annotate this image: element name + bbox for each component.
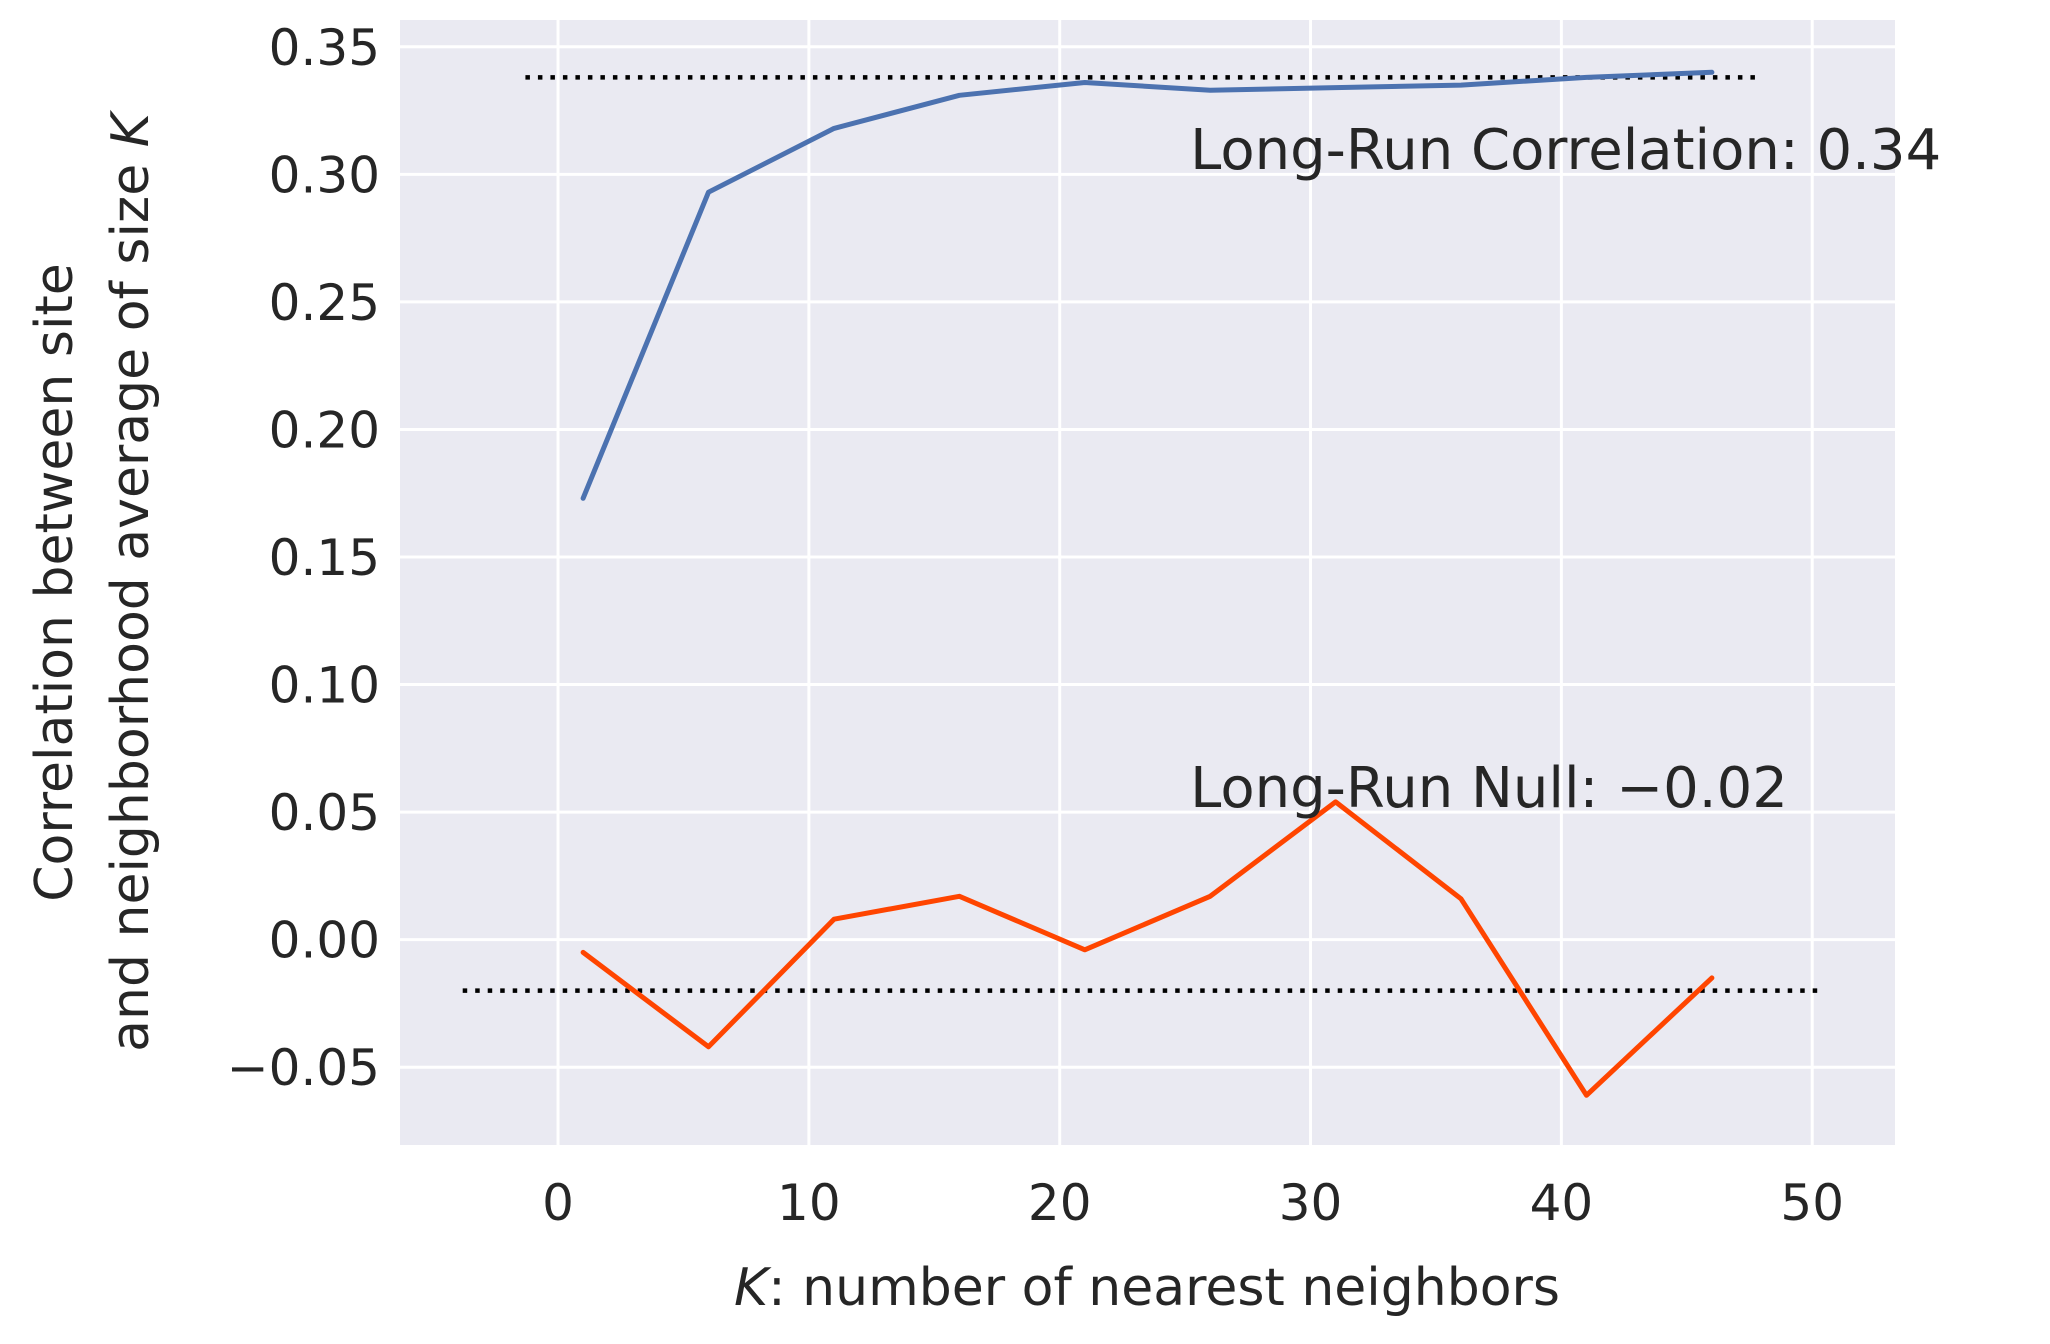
grid-lines [400, 20, 1895, 1145]
annotation-1: Long-Run Correlation: 0.34 [1190, 118, 1941, 183]
x-tick-labels: 0 10 20 30 40 50 [542, 1174, 1844, 1232]
y-axis-label-line-2: and neighborhood average of size K [101, 109, 161, 1052]
x-axis-label-text: : number of nearest neighbors [768, 1258, 1560, 1318]
x-tick-label: 50 [1780, 1174, 1844, 1232]
x-axis-label: K: number of nearest neighbors [734, 1258, 1560, 1318]
y-tick-labels: −0.05 0.00 0.05 0.10 0.15 0.20 0.25 0.30 0.35 [227, 19, 380, 1097]
y-tick-label: 0.30 [269, 146, 380, 204]
series-lines [580, 69, 1715, 1098]
plot-area [400, 20, 1895, 1145]
annotation-2: Long-Run Null: −0.02 [1190, 756, 1788, 821]
x-tick-label: 0 [542, 1174, 574, 1232]
x-tick-label: 20 [1028, 1174, 1092, 1232]
y-tick-label: 0.35 [269, 19, 380, 77]
annotations: Long-Run Correlation: 0.34 Long-Run Null:… [1190, 118, 1941, 821]
y-axis-label-text: and neighborhood average of size [101, 147, 161, 1052]
series-line-2 [580, 799, 1715, 1098]
y-tick-label: 0.10 [269, 657, 380, 715]
y-tick-label: 0.20 [269, 401, 380, 459]
y-tick-label: −0.05 [227, 1039, 380, 1097]
y-tick-label: 0.25 [269, 274, 380, 332]
x-axis-label-variable: K [734, 1258, 772, 1318]
y-tick-label: 0.05 [269, 784, 380, 842]
y-tick-label: 0.15 [269, 529, 380, 587]
y-axis-label-line-1: Correlation between site [25, 263, 85, 902]
y-axis-label-variable: K [101, 109, 161, 147]
y-tick-label: 0.00 [269, 912, 380, 970]
x-tick-label: 30 [1279, 1174, 1343, 1232]
x-tick-label: 10 [777, 1174, 841, 1232]
series-line-1 [580, 69, 1715, 501]
x-tick-label: 40 [1530, 1174, 1594, 1232]
